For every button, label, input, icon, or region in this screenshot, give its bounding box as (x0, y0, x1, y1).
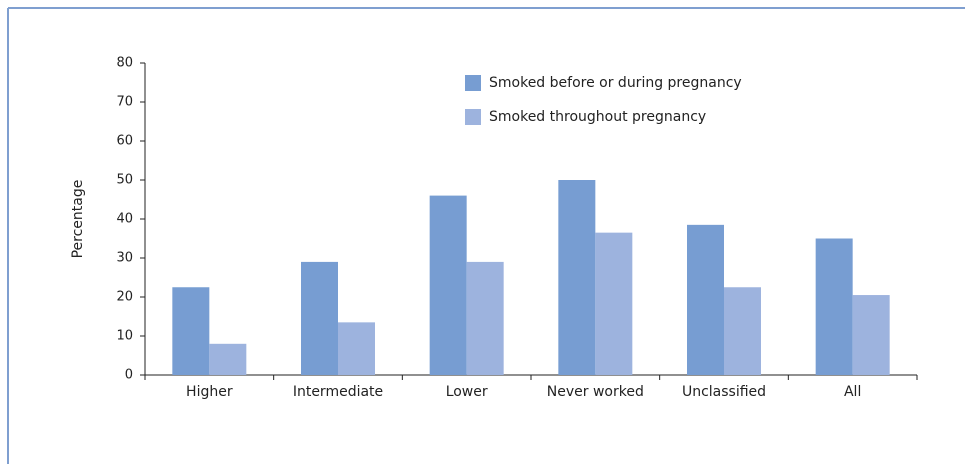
bar (466, 261, 504, 375)
bar (815, 238, 853, 375)
y-tick-label: 50 (116, 173, 133, 188)
y-tick-label: 0 (125, 368, 133, 383)
x-tick-label: Intermediate (293, 384, 383, 400)
legend-label: Smoked before or during pregnancy (489, 75, 742, 91)
y-axis-label: Percentage (70, 180, 86, 259)
legend-label: Smoked throughout pregnancy (489, 109, 706, 125)
y-tick-label: 10 (116, 329, 133, 344)
bar (595, 232, 633, 375)
y-tick-label: 20 (116, 290, 133, 305)
x-tick-label: Higher (186, 384, 233, 400)
y-tick-label: 30 (116, 251, 133, 266)
bar (558, 180, 596, 375)
bar (687, 224, 724, 375)
y-tick-label: 70 (116, 95, 133, 110)
bar (724, 287, 761, 375)
x-tick-label: All (844, 384, 861, 400)
bar (429, 195, 467, 375)
legend-swatch (465, 109, 481, 125)
y-tick-label: 40 (116, 212, 133, 227)
x-tick-label: Never worked (547, 384, 644, 400)
bar (209, 343, 247, 375)
legend-swatch (465, 75, 481, 91)
bar (172, 287, 210, 375)
bar (301, 261, 338, 375)
bar (852, 295, 890, 375)
x-tick-label: Unclassified (682, 384, 766, 400)
y-tick-label: 80 (116, 56, 133, 71)
bar (338, 322, 375, 375)
x-tick-label: Lower (446, 384, 488, 400)
y-tick-label: 60 (116, 134, 133, 149)
